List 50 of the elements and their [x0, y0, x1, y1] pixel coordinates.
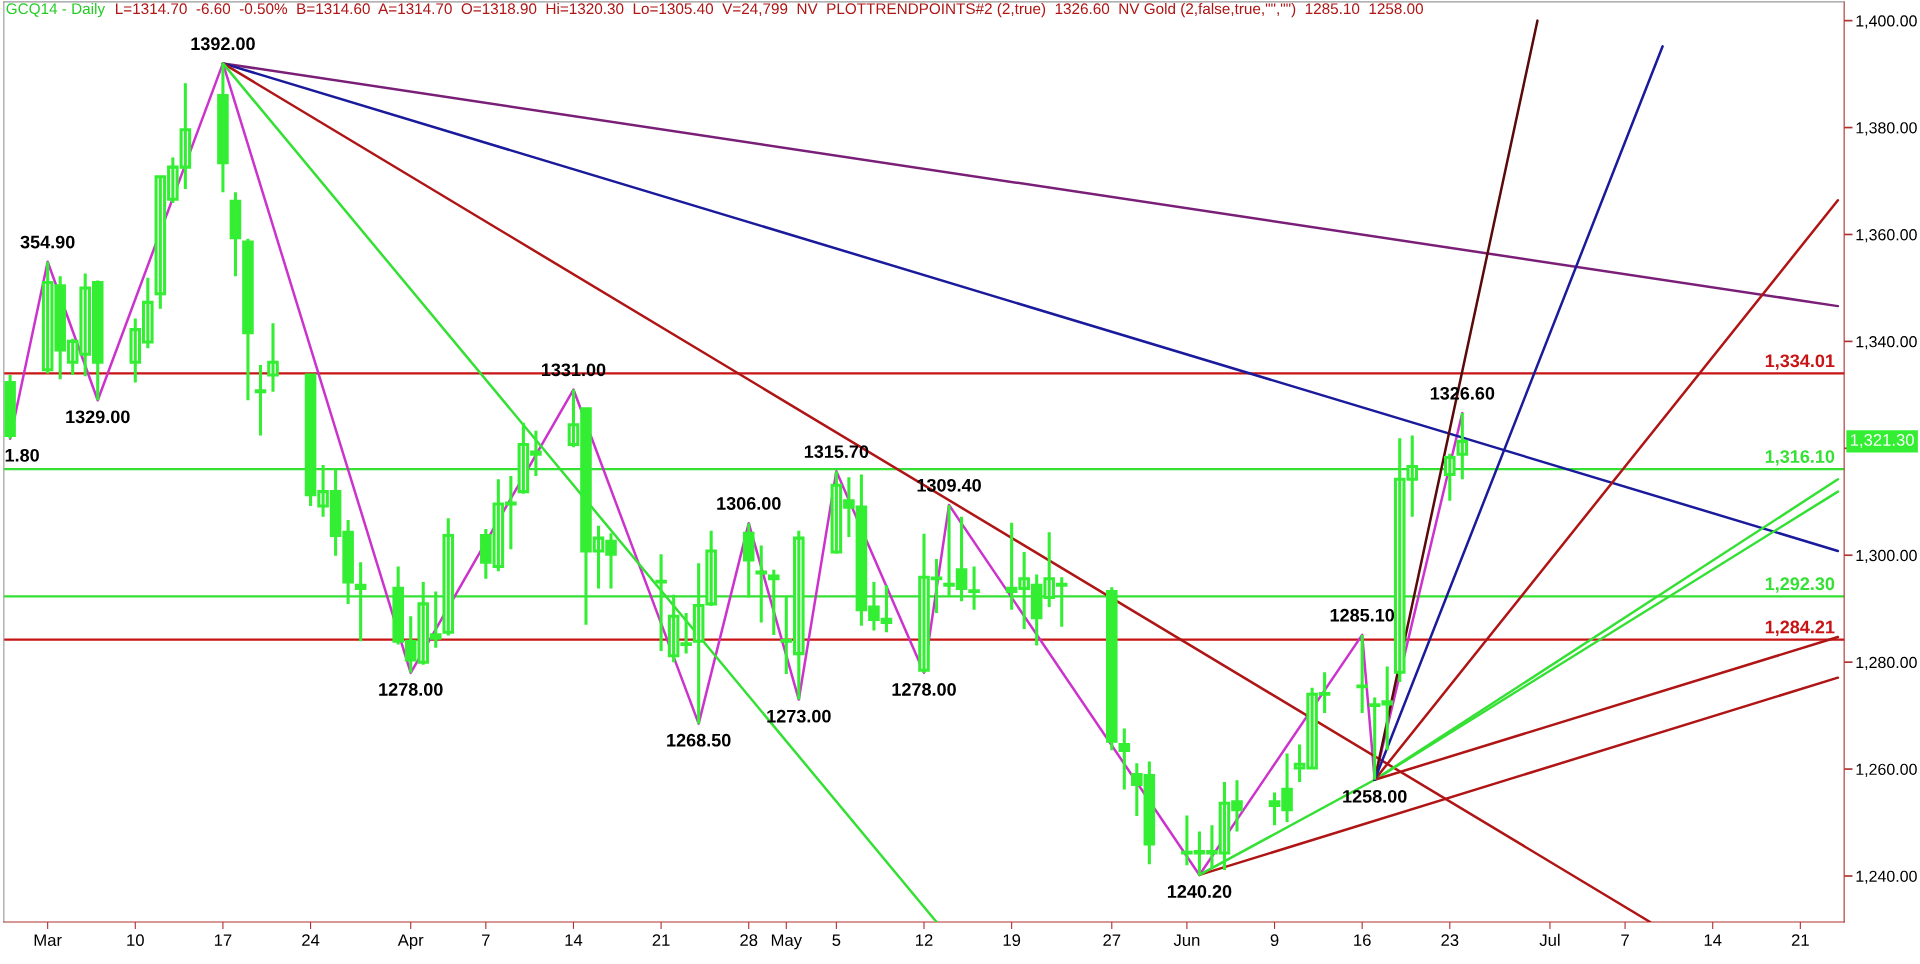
annotation: 1240.20	[1167, 885, 1232, 898]
y-tick-label: 1,240.00	[1856, 870, 1917, 884]
x-tick-label: Jun	[1173, 934, 1200, 947]
x-tick-label: 28	[740, 934, 758, 947]
annotation: 1392.00	[191, 37, 255, 51]
x-tick-label: Apr	[397, 934, 424, 950]
annotation: 1.80	[5, 448, 39, 462]
ref-line-label: 1,284.21	[1765, 620, 1835, 637]
annotation: 1315.70	[804, 445, 869, 459]
x-tick-label: Jul	[1539, 933, 1560, 947]
x-tick-label: 14	[565, 934, 583, 946]
x-tick-label: 9	[1270, 934, 1279, 947]
annotation: 1268.50	[667, 733, 731, 747]
y-tick-label: 1,380.00	[1856, 122, 1917, 136]
x-tick-label: 27	[1103, 934, 1121, 946]
x-tick-label: 24	[302, 934, 320, 946]
x-tick-label: 10	[127, 934, 144, 947]
annotation: 354.90	[20, 235, 75, 249]
y-tick-label: 1,300.00	[1856, 549, 1917, 564]
annotation: 1258.00	[1343, 789, 1407, 803]
x-tick-label: 21	[1791, 934, 1809, 946]
y-tick-label: 1,400.00	[1856, 15, 1917, 29]
x-tick-label: 7	[482, 934, 490, 946]
y-tick-label: 1,360.00	[1856, 229, 1917, 243]
y-tick-label: 1,260.00	[1856, 763, 1917, 777]
ref-line-label: 1,334.01	[1765, 354, 1835, 370]
x-tick-label: 21	[652, 934, 670, 946]
ref-line-label: 1,292.30	[1765, 577, 1835, 593]
ref-line-label: 1,316.10	[1765, 450, 1835, 466]
x-tick-label: 12	[916, 934, 933, 946]
x-tick-label: 16	[1354, 934, 1371, 947]
x-tick-label: May	[771, 934, 802, 950]
y-tick-label: 1,280.00	[1856, 656, 1917, 670]
x-tick-label: 7	[1621, 934, 1629, 946]
annotation: 1285.10	[1330, 608, 1395, 622]
chart-subtitle: L=1314.70 -6.60 -0.50% B=1314.60 A=1314.70 O=1318.90 Hi=1320.30 Lo=1305.40 V=24,799 NV PLOTTRENDPOINTS#2 (2,true) 1326.60 NV Gold (2,false,true,"","") 1285.10 1258.00	[116, 2, 1424, 18]
text: 1,321.30	[1850, 434, 1914, 448]
x-tick-label: 14	[1704, 934, 1722, 946]
x-tick-label: 17	[214, 934, 232, 946]
annotation: 1329.00	[66, 410, 130, 424]
annotation: 1278.00	[892, 683, 956, 696]
x-tick-label: 19	[1003, 934, 1021, 947]
annotation: 1278.00	[379, 683, 443, 696]
annotation: 1273.00	[767, 709, 831, 723]
x-tick-label: 5	[832, 934, 841, 947]
chart-title: GCQ14 - Daily	[6, 2, 106, 18]
y-tick-label: 1,340.00	[1856, 336, 1917, 350]
x-tick-label: 23	[1441, 934, 1459, 947]
x-tick-label: Mar	[34, 934, 62, 947]
annotation: 1306.00	[717, 497, 781, 510]
